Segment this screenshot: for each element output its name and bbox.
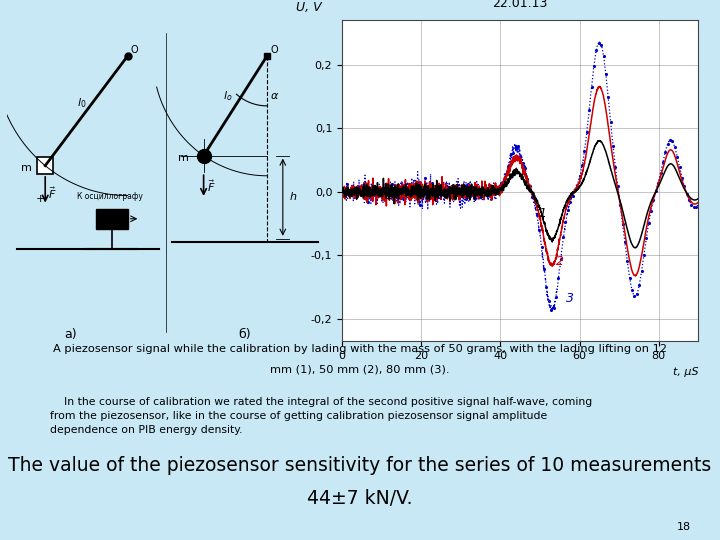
- Text: $\alpha$: $\alpha$: [270, 91, 279, 101]
- Text: 22.01.13: 22.01.13: [492, 0, 548, 10]
- Text: O: O: [270, 45, 278, 55]
- Text: а): а): [64, 328, 77, 341]
- Text: К осциллографу: К осциллографу: [77, 192, 143, 201]
- Text: U, V: U, V: [296, 1, 321, 14]
- Text: O: O: [131, 45, 138, 55]
- Text: The value of the piezosensor sensitivity for the series of 10 measurements: The value of the piezosensor sensitivity…: [9, 456, 711, 475]
- Text: mm (1), 50 mm (2), 80 mm (3).: mm (1), 50 mm (2), 80 mm (3).: [270, 364, 450, 375]
- Text: m: m: [179, 153, 189, 163]
- Bar: [37, 157, 53, 174]
- Text: $\vec{F}$: $\vec{F}$: [207, 179, 215, 194]
- Text: 18: 18: [677, 522, 691, 532]
- Text: 3: 3: [566, 292, 574, 305]
- Bar: [96, 209, 127, 229]
- Text: 44±7 kN/V.: 44±7 kN/V.: [307, 489, 413, 508]
- Text: 1: 1: [538, 207, 546, 220]
- Text: A piezosensor signal while the calibration by lading with the mass of 50 grams, : A piezosensor signal while the calibrati…: [53, 344, 667, 354]
- Text: 2: 2: [556, 255, 564, 268]
- Text: t, μS: t, μS: [672, 367, 698, 377]
- Text: б): б): [238, 328, 251, 341]
- Text: +: +: [36, 194, 45, 204]
- Text: $l_o$: $l_o$: [222, 89, 232, 103]
- Text: h: h: [289, 192, 296, 202]
- Text: In the course of calibration we rated the integral of the second positive signal: In the course of calibration we rated th…: [50, 397, 593, 435]
- Text: $\vec{F}$: $\vec{F}$: [48, 185, 57, 201]
- Text: $l_0$: $l_0$: [77, 96, 86, 110]
- Text: m: m: [22, 163, 32, 173]
